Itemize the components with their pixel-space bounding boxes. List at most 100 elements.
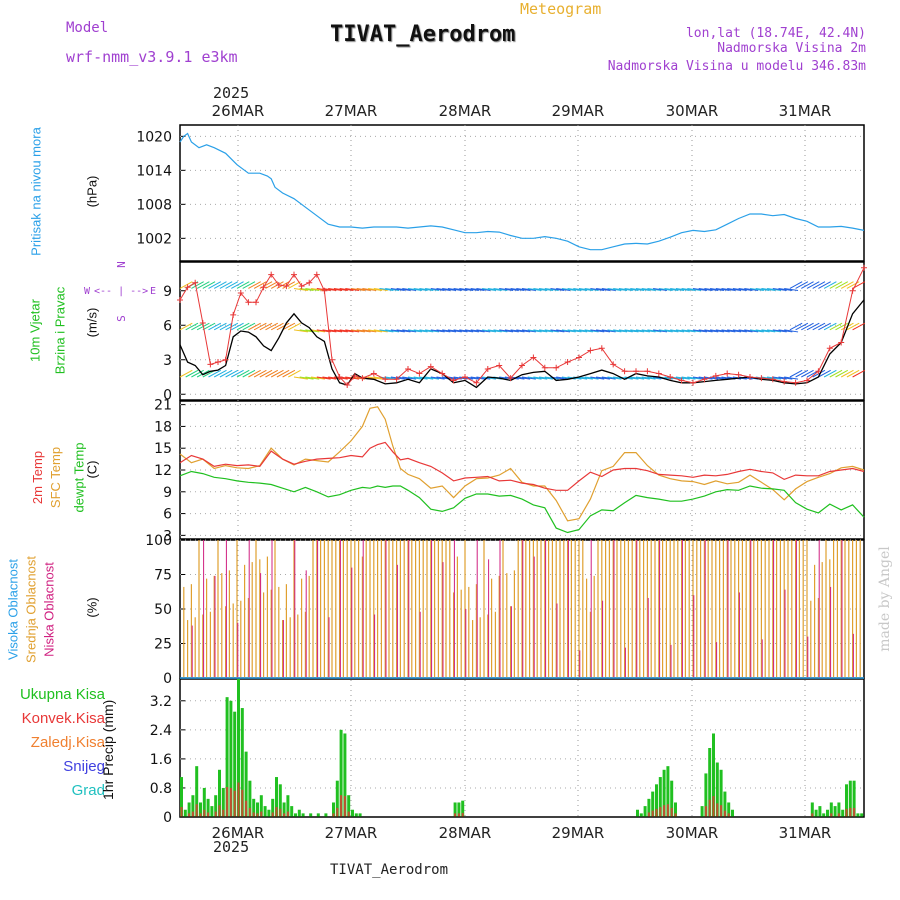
wind-barb (846, 369, 860, 378)
wind-barb (744, 287, 759, 292)
wind-barb (202, 322, 216, 331)
wind-gust-marker (405, 365, 411, 372)
wind-gust-marker (633, 368, 639, 375)
wind-barb (487, 329, 502, 333)
wind-barb (299, 329, 314, 333)
page-title: TIVAT_Aerodrom (330, 22, 516, 47)
precip-bar (666, 766, 670, 817)
wind-gust-marker (861, 264, 867, 271)
wind-barb (755, 329, 770, 333)
precip-bar (826, 809, 829, 817)
wind-gust-marker (260, 284, 267, 291)
wind-barb (333, 329, 348, 333)
y-tick-label: 1008 (136, 197, 172, 213)
precip-bar (233, 711, 237, 817)
wind-barb (305, 287, 320, 292)
wind-barb (806, 322, 820, 331)
wind-barb (681, 329, 696, 333)
precip-convective-bar (727, 813, 730, 817)
pressure-frame (179, 124, 865, 262)
precip-bar (324, 813, 328, 817)
wind-barb (715, 287, 730, 292)
wind-barb (390, 329, 405, 333)
wind-barb (561, 329, 576, 333)
wind-gust-marker (701, 376, 708, 383)
wind-barb (681, 376, 696, 380)
wind-barb (778, 376, 793, 380)
precip-convective-bar (853, 807, 856, 817)
wind-barb (482, 329, 497, 333)
precip-bar (316, 813, 320, 817)
wind-gust-marker (370, 370, 377, 377)
wind-barb (647, 329, 662, 333)
y-tick-label: 1014 (136, 163, 172, 179)
wind-barb (806, 281, 820, 289)
wind-barb (407, 376, 422, 380)
wind-barb (767, 287, 782, 292)
model-label: Model (66, 20, 109, 36)
y-tick-label: 100 (145, 533, 172, 549)
wind-barb (670, 287, 685, 292)
wind-gust-marker (253, 299, 259, 306)
wind-barb (789, 369, 803, 378)
precip-bar (674, 802, 677, 817)
day-label-bottom: 26MAR (212, 824, 265, 842)
wind-barb (710, 287, 725, 292)
wind-gust-marker (598, 345, 605, 352)
precip-convective-bar (191, 811, 194, 817)
precip-frame (179, 678, 865, 818)
wind-barb (533, 329, 548, 333)
wind-barb (231, 322, 244, 331)
wind-barb (385, 287, 400, 292)
y-tick-label: 0 (163, 387, 172, 403)
precip-convective-bar (203, 809, 206, 817)
wind-barb (293, 287, 308, 292)
y-tick-label: 0.8 (150, 781, 172, 797)
precip-bar (841, 809, 845, 817)
wind-barb (407, 287, 422, 292)
wind-barb (578, 376, 593, 380)
precip-bar (852, 780, 856, 817)
wind-barb (345, 287, 360, 292)
precip-bar (180, 777, 183, 817)
y-tick-label: 3.2 (150, 694, 172, 710)
wind-gust-marker (838, 339, 845, 346)
wind-barb (527, 329, 542, 333)
precip-bar (225, 697, 229, 817)
wind-barb (293, 376, 308, 380)
wind-barb (219, 369, 233, 378)
wind-barb (236, 281, 250, 289)
wind-barb (778, 329, 793, 333)
precip-bar (457, 802, 461, 817)
wind-gust-marker (268, 271, 275, 278)
precip-convective-bar (708, 799, 711, 817)
wind-barb (618, 329, 633, 333)
wind-barb (265, 369, 279, 378)
wind-barb (413, 329, 428, 333)
year-label-bottom: 2025 (213, 838, 250, 856)
wind-gust-marker (644, 368, 651, 375)
wind-gust-marker (177, 296, 183, 303)
wind-barb (253, 369, 267, 378)
pressure-line (179, 132, 865, 251)
precip-bar (263, 806, 267, 817)
y-tick-label: 3 (163, 353, 172, 369)
wind-barb (208, 281, 222, 289)
year-label-top: 2025 (213, 84, 250, 102)
wind-barb (618, 287, 633, 292)
precip-convective-bar (659, 807, 662, 817)
wind-barb (453, 329, 468, 333)
y-tick-label: 21 (154, 398, 172, 414)
compass-arrow: <-- | --> (94, 286, 149, 297)
y-tick-label: 1.6 (150, 752, 172, 768)
wind-barb (607, 376, 622, 380)
wind-barb (191, 322, 204, 331)
wind-barb (749, 329, 764, 333)
precip-bar (221, 787, 225, 817)
wind-barb (219, 281, 233, 289)
wind-barb (653, 329, 668, 333)
wind-barb (635, 329, 650, 333)
wind-barb (732, 287, 747, 292)
wind-barb (789, 281, 803, 289)
wind-barb (413, 376, 428, 380)
